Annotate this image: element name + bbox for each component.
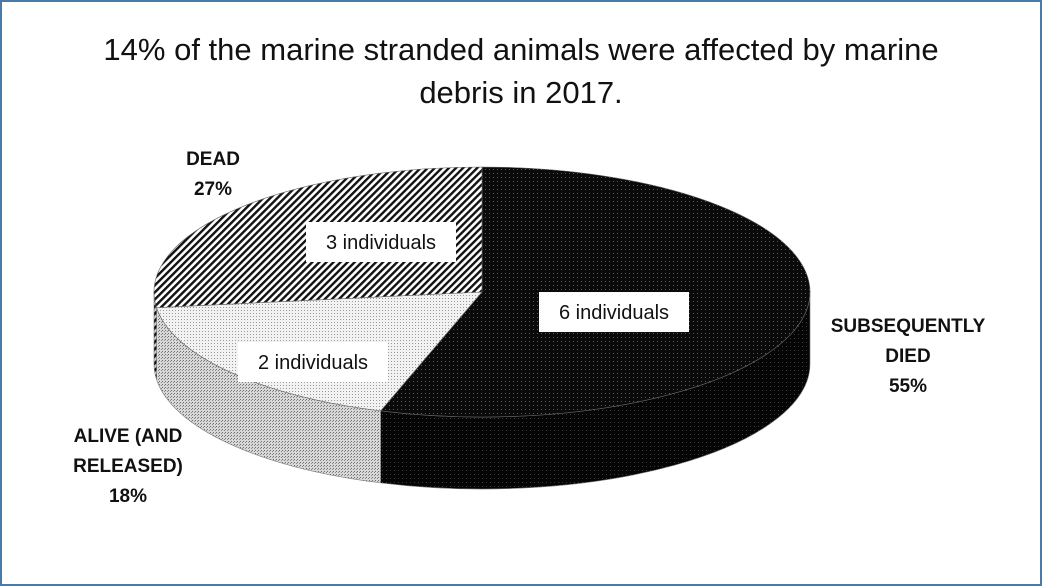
slice-category-label: ALIVE (AND RELEASED) 18% — [73, 426, 183, 507]
slice-category-label: SUBSEQUENTLY DIED 55% — [831, 316, 986, 397]
slice-count-label: 2 individuals — [258, 352, 368, 374]
pie-slice-1 — [380, 166, 811, 418]
chart-title-line-2: debris in 2017. — [419, 75, 623, 110]
chart-title: 14% of the marine stranded animals were … — [22, 28, 1020, 114]
slice-category-label: DEAD 27% — [186, 149, 240, 200]
slice-count-label: 3 individuals — [326, 232, 436, 254]
slice-count-box — [306, 222, 456, 262]
pie-labels: 6 individuals SUBSEQUENTLY DIED 55% 2 indivi… — [73, 149, 985, 507]
slice-count-label: 6 individuals — [559, 302, 669, 324]
slice-count-box — [238, 342, 388, 382]
chart-title-line-1: 14% of the marine stranded animals were … — [103, 32, 939, 67]
slice-count-box — [539, 292, 689, 332]
